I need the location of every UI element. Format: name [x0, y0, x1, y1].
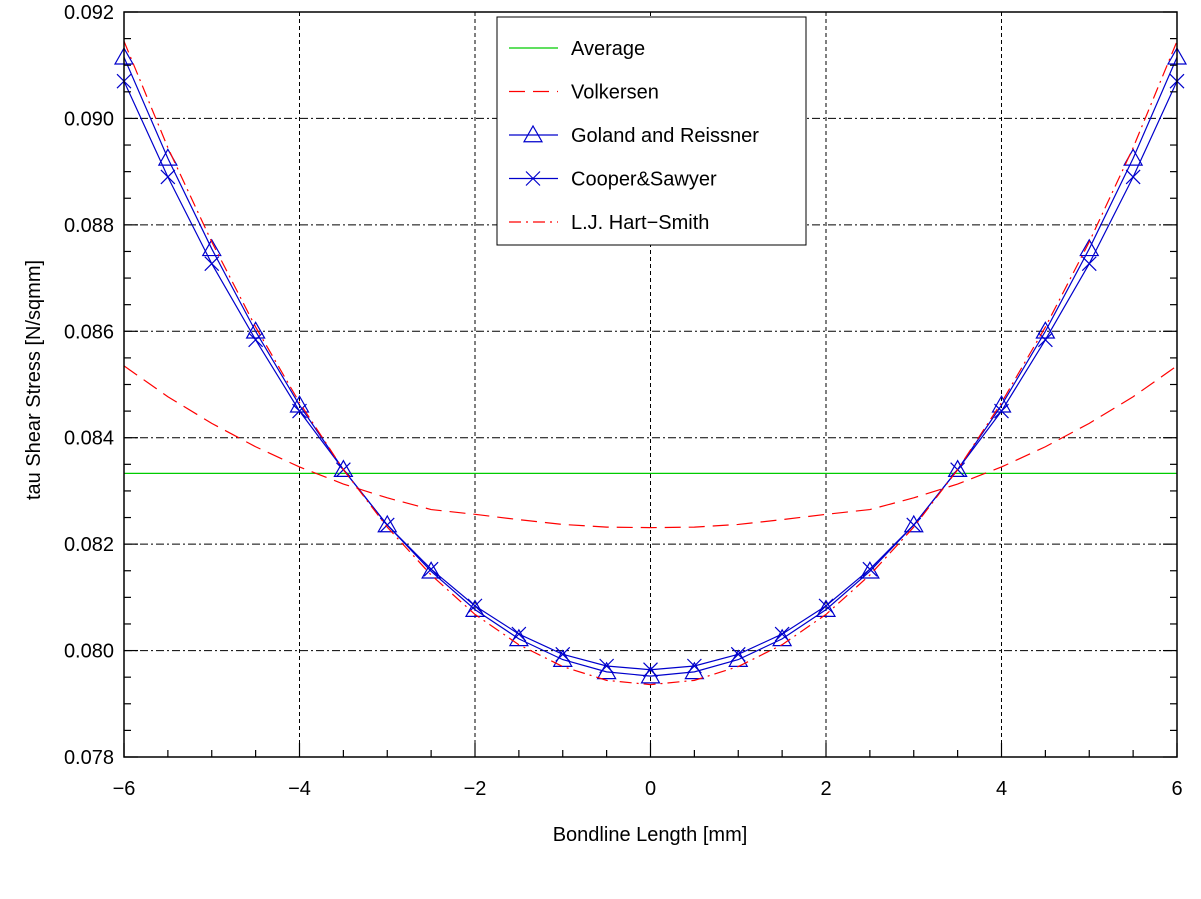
x-tick-label: 6: [1171, 778, 1182, 800]
series-3-point: [774, 626, 790, 642]
series-3-point: [248, 332, 264, 348]
y-tick-label: 0.082: [64, 534, 114, 556]
legend-box: [496, 16, 807, 246]
legend-series-4-label: L.J. Hart−Smith: [571, 212, 709, 234]
series-2-point: [903, 514, 924, 533]
series-3-point: [599, 658, 615, 674]
y-tick-label: 0.078: [64, 747, 114, 769]
series-3-point: [423, 561, 439, 577]
series-2-point: [1079, 238, 1100, 257]
series-2-point: [421, 561, 442, 579]
series-2-point: [947, 459, 968, 477]
plot-series: [113, 41, 1188, 686]
grid-lines: [124, 12, 1177, 757]
legend-series-3-label: Cooper&Sawyer: [571, 169, 717, 191]
y-tick-label: 0.080: [64, 641, 114, 663]
x-tick-label: −4: [288, 778, 311, 800]
x-tick-label: 4: [996, 778, 1007, 800]
series-3-point: [643, 662, 658, 678]
series-3-point: [160, 169, 176, 185]
y-tick-label: 0.090: [64, 108, 114, 130]
series-2-point: [377, 514, 398, 533]
y-tick-label: 0.088: [64, 215, 114, 237]
series-2-point: [333, 459, 354, 477]
series-3-point: [906, 517, 922, 533]
series-2-point: [508, 628, 529, 647]
x-tick-label: 2: [820, 778, 831, 800]
legend-series-3-marker: [525, 171, 541, 186]
y-tick-label: 0.092: [64, 2, 114, 24]
series-3-point: [511, 626, 527, 642]
legend-series-2-marker: [522, 124, 544, 143]
series-4-line: [123, 41, 1178, 686]
axis-ticks: −6 −4 −2 0 2 4 6 0.078 0.080 0.082 0.084 0.086 0.088…: [64, 2, 1183, 800]
series-3-point: [994, 403, 1009, 419]
x-axis-label: Bondline Length [mm]: [553, 824, 748, 846]
legend-series-0-label: Average: [571, 38, 645, 60]
series-3-point: [730, 646, 746, 662]
legend-items: Average Volkersen Goland and Reissner Coope…: [509, 38, 759, 234]
legend-series-2-label: Goland and Reissner: [571, 125, 759, 147]
series-3-point: [555, 646, 571, 662]
series-2-point: [245, 321, 266, 339]
series-3-point: [1081, 256, 1097, 272]
y-tick-label: 0.086: [64, 321, 114, 343]
legend: Average Volkersen Goland and Reissner Coope…: [496, 16, 807, 246]
x-tick-label: −6: [113, 778, 136, 800]
x-tick-label: −2: [464, 778, 487, 800]
series-3-point: [204, 256, 220, 272]
y-tick-label: 0.084: [64, 428, 114, 450]
series-2-point: [201, 238, 222, 257]
series-3-point: [1125, 169, 1141, 185]
series-3-point: [686, 658, 702, 674]
series-3-point: [292, 403, 307, 419]
series-2-point: [772, 628, 793, 647]
series-2-point: [1035, 321, 1056, 339]
series-1-line: [123, 365, 1178, 529]
series-2-line: [123, 56, 1178, 677]
series-3-point: [818, 598, 834, 614]
series-3-point: [862, 561, 878, 577]
y-axis-label: tau Shear Stress [N/sqmm]: [23, 260, 45, 500]
x-tick-label: 0: [645, 778, 656, 800]
legend-series-1-label: Volkersen: [571, 82, 659, 104]
